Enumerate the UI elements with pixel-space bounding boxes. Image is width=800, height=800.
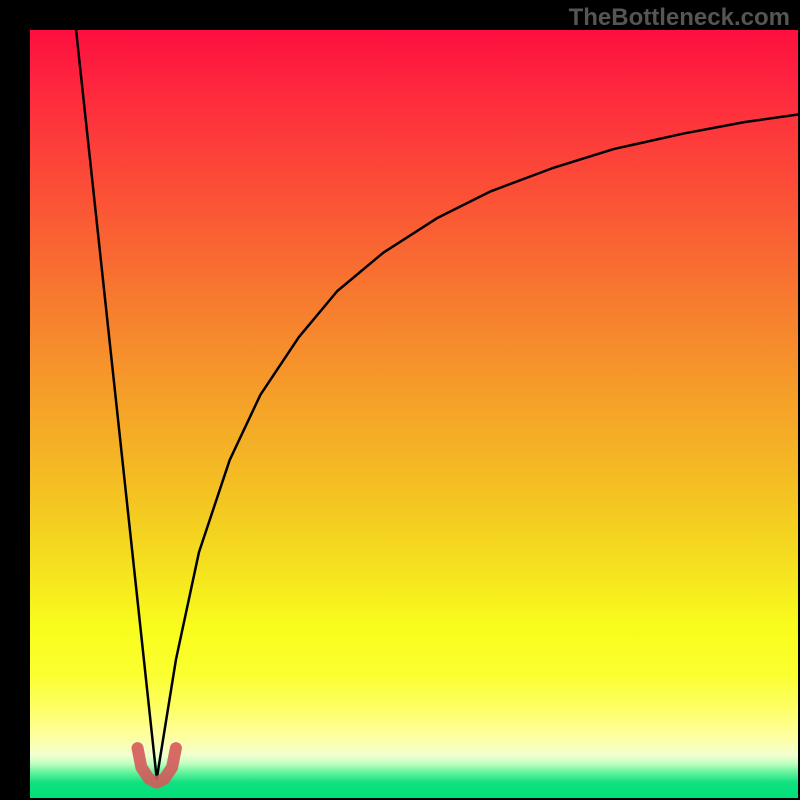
plot-area xyxy=(30,30,798,798)
watermark-text: TheBottleneck.com xyxy=(569,4,790,32)
bottleneck-heatmap-svg xyxy=(30,30,798,798)
chart-wrapper: TheBottleneck.com xyxy=(0,0,800,800)
